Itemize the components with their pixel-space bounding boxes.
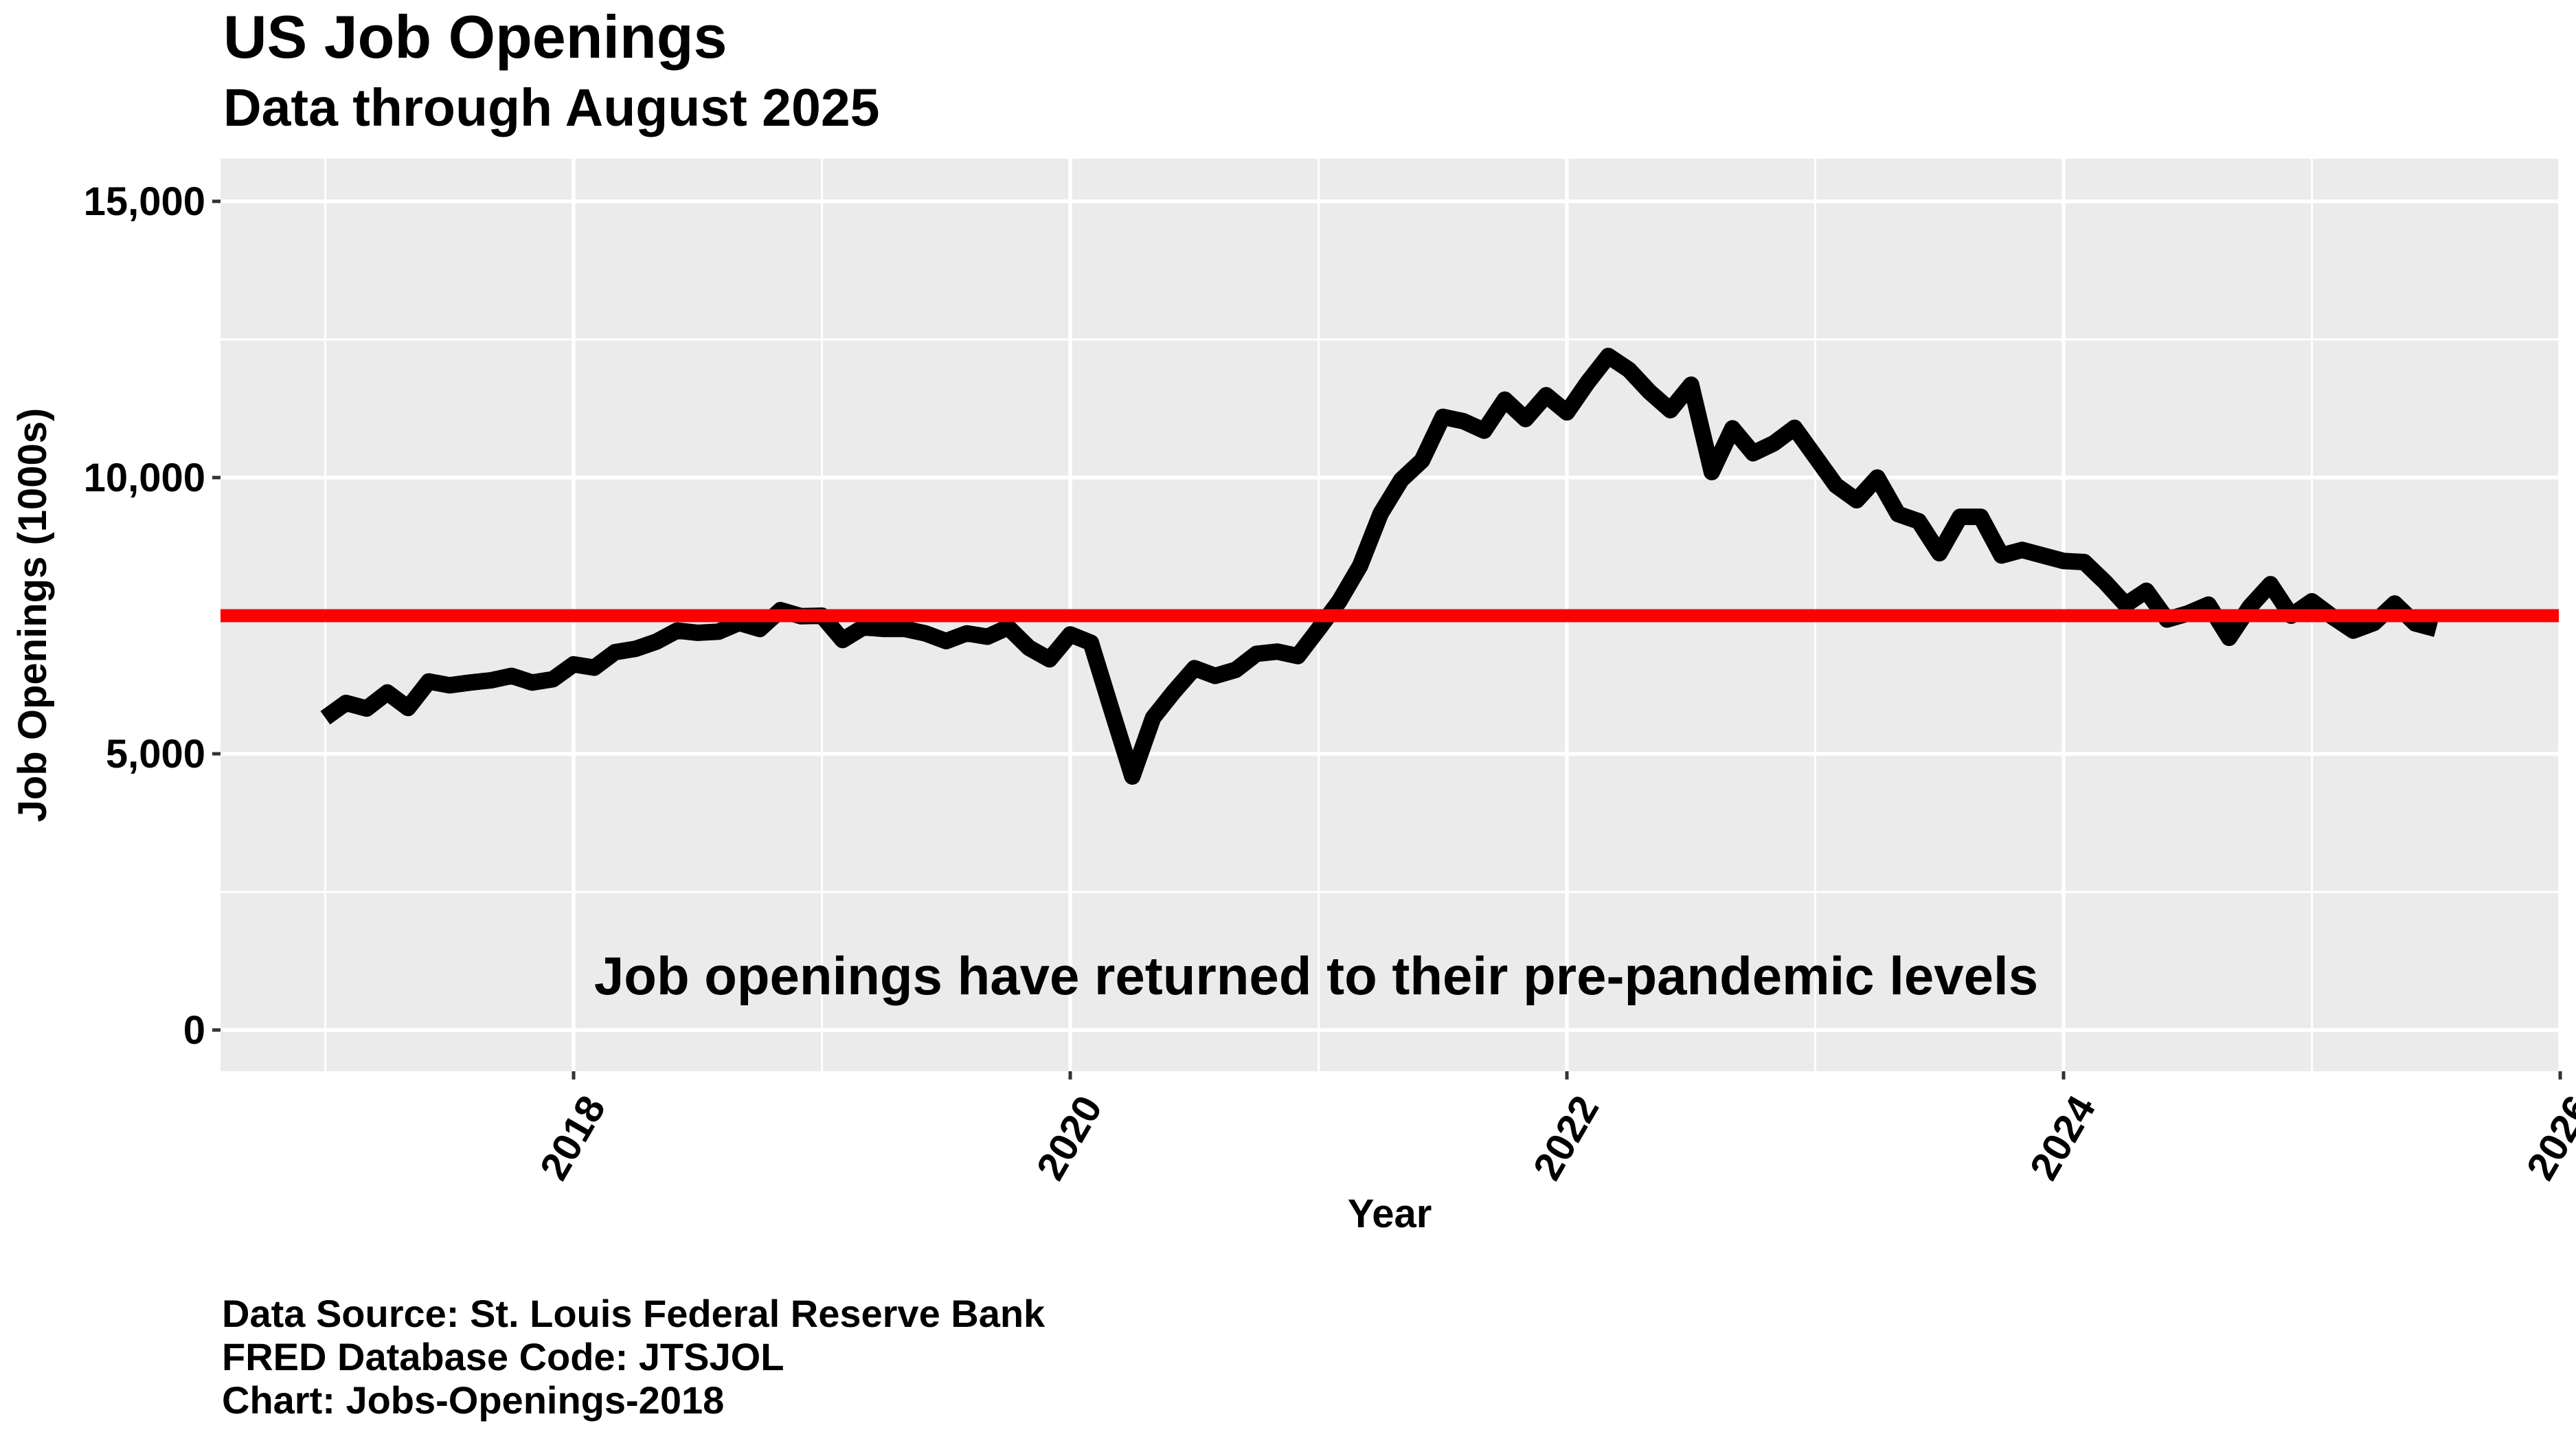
job-openings-series-line (320, 348, 2439, 785)
chart-title: US Job Openings (223, 3, 727, 71)
x-tick-label: 2018 (531, 1088, 614, 1187)
y-tick-label: 0 (183, 1008, 205, 1053)
chart-annotation: Job openings have returned to their pre-… (594, 946, 2038, 1006)
x-axis-title: Year (1348, 1192, 1432, 1236)
y-tick-label: 10,000 (84, 456, 205, 500)
chart-subtitle: Data through August 2025 (223, 78, 880, 137)
x-axis: 2018 2020 2022 2024 2026 (531, 1071, 2576, 1187)
y-tick-label: 5,000 (106, 732, 205, 776)
caption-data-source: Data Source: St. Louis Federal Reserve B… (222, 1292, 1046, 1335)
chart-caption: Data Source: St. Louis Federal Reserve B… (222, 1292, 1045, 1422)
x-tick-label: 2026 (2518, 1088, 2576, 1187)
x-tick-label: 2024 (2021, 1088, 2104, 1187)
caption-chart-id: Chart: Jobs-Openings-2018 (222, 1378, 725, 1422)
x-tick-label: 2020 (1028, 1088, 1111, 1187)
y-axis: 0 5,000 10,000 15,000 (84, 179, 221, 1053)
caption-database-code: FRED Database Code: JTSJOL (222, 1335, 784, 1378)
y-axis-title: Job Openings (1000s) (10, 408, 55, 823)
y-tick-label: 15,000 (84, 179, 205, 224)
x-tick-label: 2022 (1524, 1088, 1607, 1187)
